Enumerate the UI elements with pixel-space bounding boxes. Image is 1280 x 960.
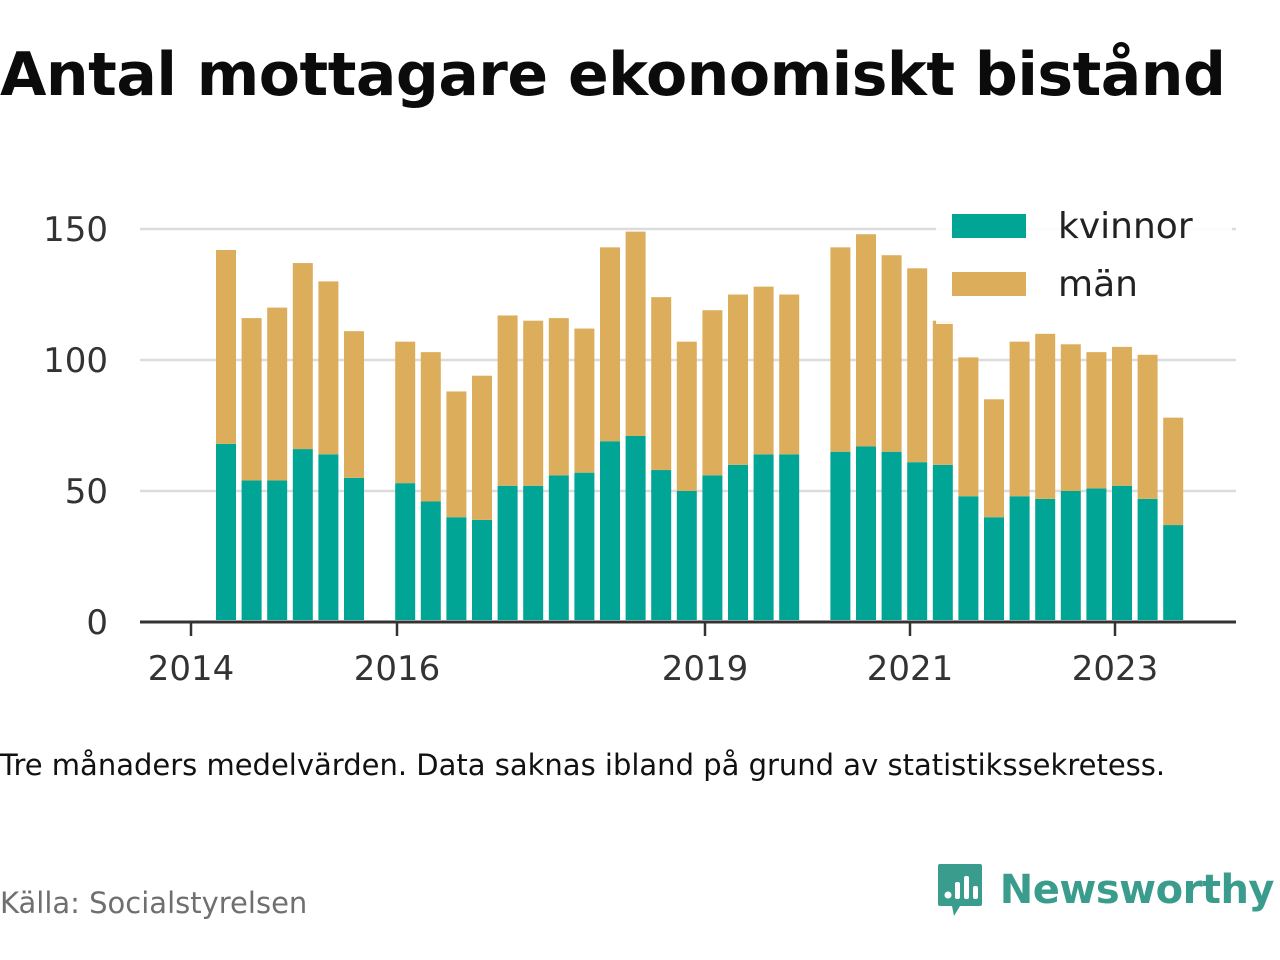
bar-kvinnor [292, 449, 313, 620]
bar-män [881, 255, 902, 452]
bar-kvinnor [267, 480, 288, 620]
bar-kvinnor [472, 519, 492, 620]
bar-kvinnor [779, 454, 800, 620]
bar-män [625, 231, 646, 436]
bar-män [497, 315, 518, 486]
bar-män [600, 247, 620, 442]
bar-män [574, 328, 595, 473]
x-tick-label: 2021 [867, 649, 954, 689]
bar-kvinnor [497, 485, 518, 620]
bar-män [241, 318, 262, 481]
bar-kvinnor [830, 451, 851, 620]
source-note: Källa: Socialstyrelsen [0, 886, 308, 920]
bar-män [1009, 341, 1030, 497]
bar-män [267, 307, 288, 481]
page-title: Antal mottagare ekonomiskt bistånd [0, 40, 1226, 110]
bar-kvinnor [1086, 488, 1107, 620]
y-axis-ticks: 0 50 100 150 [43, 210, 108, 643]
bar-män [702, 310, 723, 476]
bar-kvinnor [241, 480, 262, 620]
legend-swatch-kvinnor [952, 214, 1026, 238]
y-tick-label: 100 [43, 341, 108, 381]
bar-kvinnor [702, 475, 723, 620]
bar-kvinnor [651, 470, 672, 620]
bar-män [753, 286, 774, 455]
bar-män [472, 375, 492, 520]
bar-män [958, 357, 979, 497]
bar-kvinnor [728, 464, 748, 620]
bar-män [856, 234, 876, 447]
bar-män [420, 352, 441, 502]
x-tick-label: 2023 [1072, 649, 1159, 689]
bar-män [676, 341, 697, 491]
bar-män [1137, 354, 1158, 499]
bar-kvinnor [753, 454, 774, 620]
bar-män [779, 294, 800, 455]
bar-män [344, 331, 364, 478]
bar-kvinnor [523, 485, 544, 620]
bar-män [1163, 417, 1184, 526]
brand-logo: Newsworthy [936, 862, 1275, 918]
bar-män [984, 399, 1004, 518]
bar-män [292, 263, 313, 450]
y-tick-label: 0 [86, 603, 108, 643]
bar-män [830, 247, 851, 452]
bar-kvinnor [907, 462, 928, 620]
bar-kvinnor [932, 464, 953, 620]
bar-kvinnor [1163, 525, 1184, 620]
bar-kvinnor [881, 451, 902, 620]
bar-män [216, 249, 236, 444]
bar-kvinnor [676, 491, 697, 620]
legend-swatch-män [952, 272, 1026, 296]
bar-kvinnor [1009, 496, 1030, 620]
bar-män [1035, 333, 1056, 499]
bar-män [651, 297, 672, 471]
bar-män [932, 320, 953, 465]
bar-män [1112, 346, 1132, 486]
bar-kvinnor [600, 441, 620, 620]
bar-män [395, 341, 416, 484]
bar-kvinnor [548, 475, 569, 620]
bar-kvinnor [1112, 485, 1132, 620]
bar-kvinnor [856, 446, 876, 620]
bar-män [907, 268, 928, 463]
x-tick-label: 2019 [662, 649, 749, 689]
y-tick-label: 150 [43, 210, 108, 250]
bar-kvinnor [1060, 491, 1081, 620]
bar-kvinnor [1035, 498, 1056, 620]
stacked-bar-chart: 0 50 100 150 2014 2016 2019 2021 2023 kvinnor mä… [43, 198, 1236, 689]
bar-kvinnor [344, 477, 364, 620]
bars [216, 231, 1184, 620]
bar-kvinnor [395, 483, 416, 620]
bar-kvinnor [984, 517, 1004, 620]
bar-män [1060, 344, 1081, 491]
legend-label-kvinnor: kvinnor [1058, 206, 1193, 247]
bar-män [446, 391, 467, 518]
bar-kvinnor [625, 435, 646, 620]
bar-kvinnor [446, 517, 467, 620]
bar-kvinnor [574, 472, 595, 620]
x-tick-label: 2016 [354, 649, 441, 689]
bar-kvinnor [958, 496, 979, 620]
x-axis-ticks: 2014 2016 2019 2021 2023 [148, 622, 1159, 689]
bar-män [1086, 352, 1107, 489]
bar-män [523, 320, 544, 486]
bar-kvinnor [216, 443, 236, 620]
bar-kvinnor [420, 501, 441, 620]
newsworthy-logo-icon [937, 864, 982, 916]
legend: kvinnor män [936, 198, 1232, 324]
bar-män [548, 318, 569, 476]
bar-män [728, 294, 748, 465]
bar-kvinnor [318, 454, 339, 620]
legend-label-män: män [1058, 264, 1138, 305]
bar-kvinnor [1137, 498, 1158, 620]
bar-män [318, 281, 339, 455]
chart-caption: Tre månaders medelvärden. Data saknas ib… [0, 748, 1166, 782]
x-tick-label: 2014 [148, 649, 235, 689]
brand-name: Newsworthy [999, 867, 1275, 913]
y-tick-label: 50 [65, 472, 108, 512]
